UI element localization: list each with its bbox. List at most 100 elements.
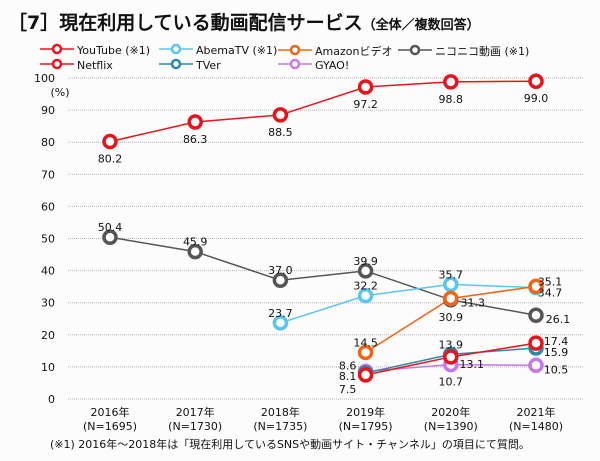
legend-marker-icon: [159, 58, 196, 73]
data-label: 97.2: [353, 98, 378, 111]
y-tick-label: 50: [41, 233, 55, 246]
y-axis-label: (%): [50, 86, 69, 99]
x-tick-sublabel: (N=1390): [424, 420, 478, 433]
data-label: 13.9: [439, 338, 464, 351]
data-label: 99.0: [524, 92, 549, 105]
legend-item: Amazonビデオ: [278, 43, 392, 59]
data-label: 88.5: [268, 126, 293, 139]
series-line: [109, 80, 537, 143]
x-tick-label: 2017年: [176, 405, 215, 419]
data-label: 10.7: [439, 376, 464, 389]
data-label: 13.1: [460, 358, 485, 371]
data-label: 17.4: [544, 335, 569, 348]
data-point: [187, 114, 203, 130]
data-label: 86.3: [183, 133, 208, 146]
data-point: [443, 276, 459, 293]
y-tick-label: 70: [41, 168, 55, 181]
y-tick-label: 40: [41, 265, 55, 278]
data-label: 32.2: [353, 280, 378, 293]
data-point: [272, 107, 289, 123]
data-point: [357, 287, 374, 304]
data-label: 50.4: [98, 221, 123, 234]
x-tick-label: 2021年: [517, 405, 556, 419]
data-label: 14.5: [353, 336, 378, 349]
data-label: 23.7: [268, 307, 293, 320]
legend-item: Netflix: [40, 58, 113, 73]
legend-label: Netflix: [77, 59, 113, 72]
data-point: [102, 133, 118, 150]
legend-marker-icon: [398, 44, 435, 59]
x-tick-sublabel: (N=1730): [168, 420, 222, 433]
legend-item: AbemaTV (※1): [159, 43, 277, 58]
y-tick-label: 80: [41, 136, 55, 149]
data-label: 8.1: [339, 370, 357, 383]
data-point: [443, 290, 459, 307]
data-label: 7.5: [339, 383, 357, 396]
legend-marker-icon: [278, 44, 315, 59]
legend-item: YouTube (※1): [40, 43, 150, 58]
x-tick-label: 2020年: [431, 405, 470, 419]
x-tick-sublabel: (N=1735): [253, 420, 307, 433]
data-point: [528, 307, 544, 323]
data-label: 15.9: [544, 346, 569, 359]
legend-marker-icon: [40, 58, 77, 73]
y-tick-label: 10: [41, 361, 55, 374]
data-point: [357, 263, 374, 279]
data-point: [443, 74, 459, 90]
chart-title: ［7］現在利用している動画配信サービス（全体／複数回答）: [8, 8, 480, 35]
y-tick-label: 60: [41, 200, 55, 213]
legend-label: GYAO!: [315, 59, 350, 72]
data-label: 31.3: [461, 297, 486, 310]
series-line: [280, 283, 537, 324]
data-label: 35.1: [538, 275, 563, 288]
x-tick-sublabel: (N=1695): [83, 420, 137, 433]
y-tick-label: 0: [48, 393, 55, 406]
data-point: [102, 229, 118, 245]
data-point: [528, 73, 544, 89]
y-tick-label: 100: [34, 72, 55, 85]
data-label: 39.9: [353, 255, 378, 268]
data-label: 34.7: [538, 287, 563, 300]
data-label: 37.0: [268, 264, 293, 277]
legend-label: Amazonビデオ: [315, 45, 393, 58]
data-point: [443, 349, 459, 365]
legend-label: YouTube (※1): [77, 44, 151, 57]
y-tick-label: 30: [41, 297, 55, 310]
x-tick-label: 2016年: [91, 405, 130, 419]
data-label: 35.7: [439, 268, 464, 281]
data-point: [357, 367, 374, 383]
legend-label: AbemaTV (※1): [196, 44, 278, 57]
legend-marker-icon: [278, 58, 315, 73]
x-tick-sublabel: (N=1795): [339, 420, 393, 433]
y-tick-label: 20: [41, 329, 55, 342]
data-label: 30.9: [439, 311, 464, 324]
legend: YouTube (※1) AbemaTV (※1) Amazonビデオ ニコニコ…: [0, 40, 600, 74]
legend-item: GYAO!: [278, 58, 349, 73]
legend-item: ニコニコ動画 (※1): [398, 43, 529, 59]
series-line: [109, 236, 537, 316]
title-sub: （全体／複数回答）: [362, 18, 480, 33]
data-point: [187, 243, 203, 260]
legend-label: ニコニコ動画 (※1): [435, 45, 530, 58]
x-tick-sublabel: (N=1480): [509, 420, 563, 433]
data-point: [528, 278, 544, 295]
footnote: (※1) 2016年～2018年は「現在利用しているSNSや動画サイト・チャンネ…: [50, 438, 530, 451]
data-label: 10.5: [544, 363, 569, 376]
data-label: 80.2: [98, 153, 123, 166]
data-point: [357, 344, 374, 361]
title-main: ［7］現在利用している動画配信サービス: [8, 12, 363, 34]
data-label: 98.8: [439, 93, 464, 106]
legend-item: TVer: [159, 58, 221, 73]
data-point: [272, 272, 289, 288]
data-point: [357, 79, 374, 95]
data-label: 45.9: [183, 236, 208, 249]
x-tick-label: 2018年: [261, 405, 300, 419]
y-tick-label: 90: [41, 104, 55, 117]
data-label: 8.6: [339, 359, 357, 372]
data-point: [528, 357, 544, 374]
x-tick-label: 2019年: [346, 405, 385, 419]
data-label: 26.1: [546, 313, 571, 326]
legend-label: TVer: [196, 59, 221, 72]
legend-marker-icon: [40, 43, 77, 58]
